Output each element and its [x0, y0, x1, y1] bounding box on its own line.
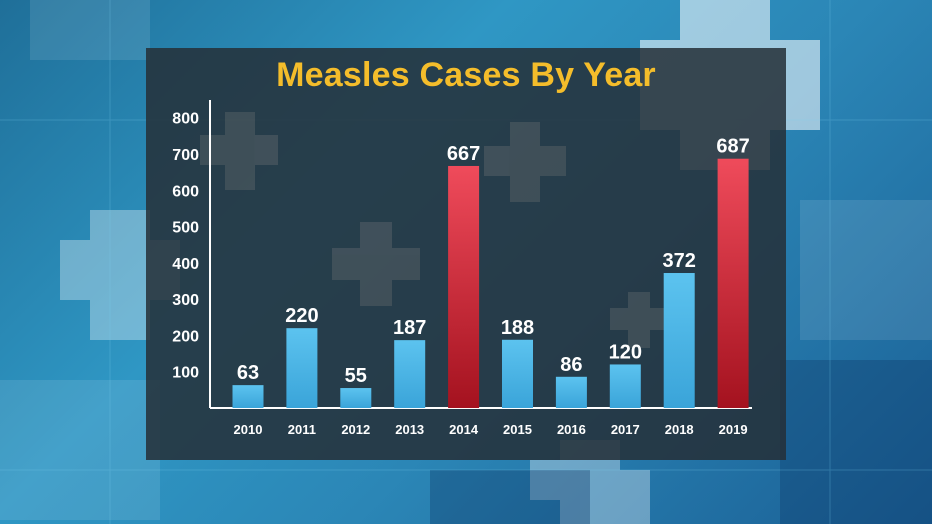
- x-tick-labels: 2010 2011 2012 2013 2014 2015 2016 2017 2018 2019: [234, 422, 748, 437]
- bar-2013: [394, 340, 426, 408]
- data-label-2018: 372: [663, 250, 696, 272]
- x-tick-label-2013: 2013: [395, 422, 424, 437]
- bar-2014: [448, 165, 480, 408]
- bar-2016: [555, 376, 587, 408]
- bar-2015: [502, 339, 533, 408]
- y-tick-label: 400: [172, 256, 199, 273]
- data-label-2016: 86: [560, 354, 582, 376]
- x-tick-label-2019: 2019: [719, 422, 748, 437]
- x-tick-label-2010: 2010: [234, 422, 263, 437]
- y-tick-label: 600: [172, 183, 199, 200]
- data-labels: 63 220 55 187 667 188 86 120 372 687: [237, 136, 750, 387]
- x-tick-label-2015: 2015: [503, 422, 532, 437]
- y-tick-label: 800: [172, 111, 199, 128]
- data-label-2017: 120: [609, 341, 642, 363]
- data-label-2014: 667: [447, 143, 480, 165]
- bar-2017: [609, 364, 641, 408]
- data-label-2013: 187: [393, 317, 426, 339]
- x-tick-label-2018: 2018: [665, 422, 694, 437]
- data-label-2015: 188: [501, 317, 534, 339]
- x-tick-label-2017: 2017: [611, 422, 640, 437]
- y-tick-label: 200: [172, 328, 199, 345]
- bar-2011: [286, 328, 318, 408]
- y-tick-label: 700: [172, 147, 199, 164]
- y-tick-label: 100: [172, 365, 199, 382]
- x-tick-label-2011: 2011: [288, 422, 316, 437]
- bar-2010: [232, 385, 264, 408]
- data-label-2011: 220: [285, 305, 318, 327]
- y-tick-label: 300: [172, 292, 199, 309]
- bar-2019: [717, 158, 749, 408]
- y-tick-label: 500: [172, 220, 199, 237]
- data-label-2019: 687: [716, 136, 749, 158]
- x-tick-label-2014: 2014: [449, 422, 479, 437]
- data-label-2010: 63: [237, 362, 259, 384]
- y-tick-labels: 100 200 300 400 500 600 700 800: [172, 111, 199, 382]
- x-tick-label-2016: 2016: [557, 422, 586, 437]
- chart-title: Measles Cases By Year: [276, 56, 656, 94]
- x-tick-label-2012: 2012: [341, 422, 370, 437]
- bars: [232, 158, 749, 408]
- data-label-2012: 55: [345, 365, 367, 387]
- bar-2012: [340, 388, 372, 408]
- bar-2018: [663, 273, 695, 408]
